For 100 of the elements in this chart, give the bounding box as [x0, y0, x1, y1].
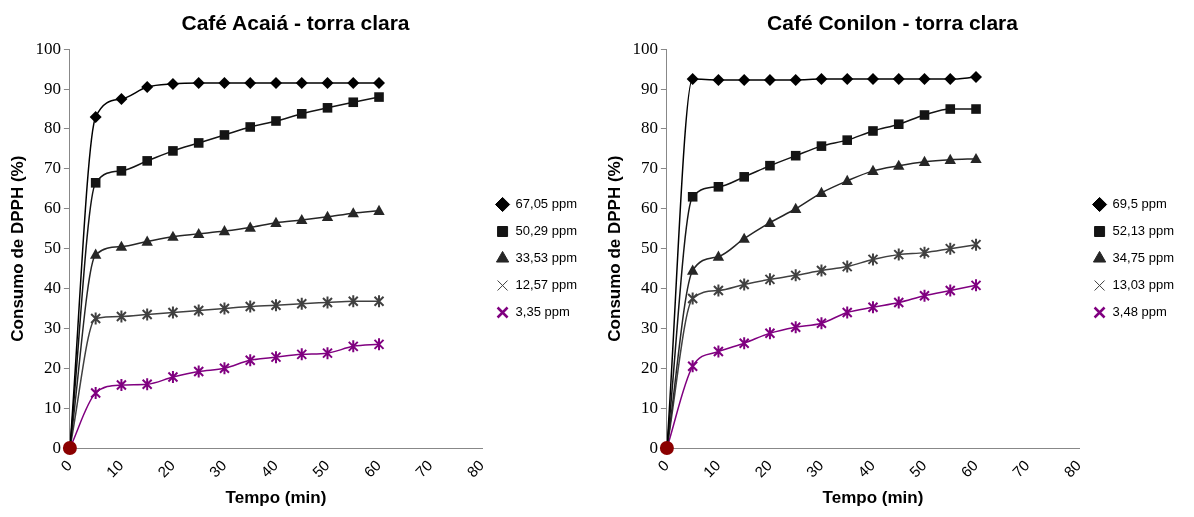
- x-axis-title: Tempo (min): [225, 488, 327, 508]
- y-tick-label: 50: [640, 238, 658, 258]
- x-tick-label: 20: [751, 456, 775, 481]
- point: [89, 248, 102, 259]
- point: [738, 277, 750, 292]
- point: [841, 305, 853, 320]
- x-tick-label: 70: [411, 456, 436, 481]
- point: [322, 295, 334, 310]
- point: [738, 336, 750, 351]
- legend-label: 34,75 ppm: [1112, 250, 1174, 266]
- y-tick-label: 40: [640, 277, 658, 297]
- point: [115, 93, 128, 106]
- point: [322, 346, 334, 361]
- point: [348, 97, 359, 108]
- point: [219, 130, 230, 140]
- y-tick-label: 60: [43, 198, 61, 218]
- point: [970, 278, 982, 293]
- x-tick-label: 50: [308, 456, 333, 481]
- point: [764, 216, 776, 227]
- y-tick-label: 100: [632, 38, 658, 58]
- point: [919, 110, 930, 120]
- point: [347, 77, 360, 90]
- point: [321, 210, 334, 221]
- point: [687, 359, 699, 374]
- y-tick-label: 40: [43, 277, 61, 297]
- point: [712, 283, 724, 298]
- y-tick-label: 80: [43, 118, 61, 138]
- point: [970, 71, 983, 84]
- point: [218, 361, 230, 376]
- point: [141, 235, 153, 246]
- point: [893, 119, 904, 129]
- point: [687, 191, 698, 202]
- y-tick-label: 10: [43, 397, 61, 417]
- point: [868, 126, 878, 136]
- point: [244, 299, 256, 314]
- point: [918, 155, 931, 166]
- point: [115, 378, 127, 393]
- point: [712, 73, 725, 86]
- point: [971, 104, 981, 114]
- y-tick-label: 90: [43, 78, 61, 98]
- point: [867, 300, 879, 315]
- legend-label: 52,13 ppm: [1112, 223, 1174, 239]
- point: [141, 307, 153, 322]
- x-tick-label: 40: [257, 456, 282, 481]
- y-tick-label: 20: [640, 357, 658, 377]
- point: [271, 116, 281, 126]
- point: [944, 241, 956, 256]
- y-tick-label: 100: [35, 38, 61, 58]
- point: [295, 77, 308, 90]
- point: [712, 344, 724, 359]
- point: [815, 316, 827, 331]
- point: [373, 204, 385, 215]
- legend-label: 3,35 ppm: [515, 304, 570, 320]
- y-tick-label: 0: [52, 437, 61, 457]
- point: [270, 350, 282, 365]
- legend-label: 13,03 ppm: [1112, 277, 1174, 293]
- x-tick-label: 60: [957, 456, 982, 481]
- point: [193, 138, 204, 148]
- point: [893, 159, 905, 170]
- point: [867, 252, 879, 267]
- point: [374, 92, 384, 102]
- legend-label: 69,5 ppm: [1112, 196, 1167, 212]
- point: [167, 370, 179, 385]
- point: [322, 103, 333, 113]
- point: [970, 152, 982, 164]
- point: [192, 77, 205, 90]
- point: [815, 263, 827, 278]
- chart-title: Café Acaiá - torra clara: [181, 11, 410, 35]
- y-tick-label: 20: [43, 357, 61, 377]
- point: [321, 77, 334, 90]
- point: [218, 77, 231, 90]
- point: [790, 320, 802, 335]
- x-tick-label: 10: [699, 456, 724, 481]
- point: [686, 264, 699, 275]
- y-tick-label: 30: [43, 317, 61, 337]
- point: [373, 294, 385, 309]
- y-tick-label: 80: [640, 118, 658, 138]
- point: [841, 73, 854, 86]
- point: [141, 81, 154, 94]
- point: [712, 250, 725, 261]
- point: [347, 207, 359, 218]
- point: [738, 232, 750, 243]
- point: [815, 73, 828, 86]
- point: [893, 247, 905, 262]
- point: [867, 164, 879, 176]
- x-tick-label: 60: [360, 456, 385, 481]
- point: [713, 182, 724, 192]
- x-tick-label: 40: [854, 456, 879, 481]
- x-tick-label: 80: [463, 456, 488, 481]
- x-tick-label: 30: [205, 456, 230, 481]
- point: [790, 268, 802, 283]
- point: [296, 347, 308, 362]
- x-tick-label: 0: [654, 456, 672, 475]
- x-tick-label: 10: [102, 456, 127, 481]
- point: [270, 216, 282, 227]
- point: [296, 109, 307, 119]
- point: [764, 326, 776, 341]
- point: [790, 202, 802, 213]
- y-tick-label: 60: [640, 198, 658, 218]
- point: [244, 221, 256, 232]
